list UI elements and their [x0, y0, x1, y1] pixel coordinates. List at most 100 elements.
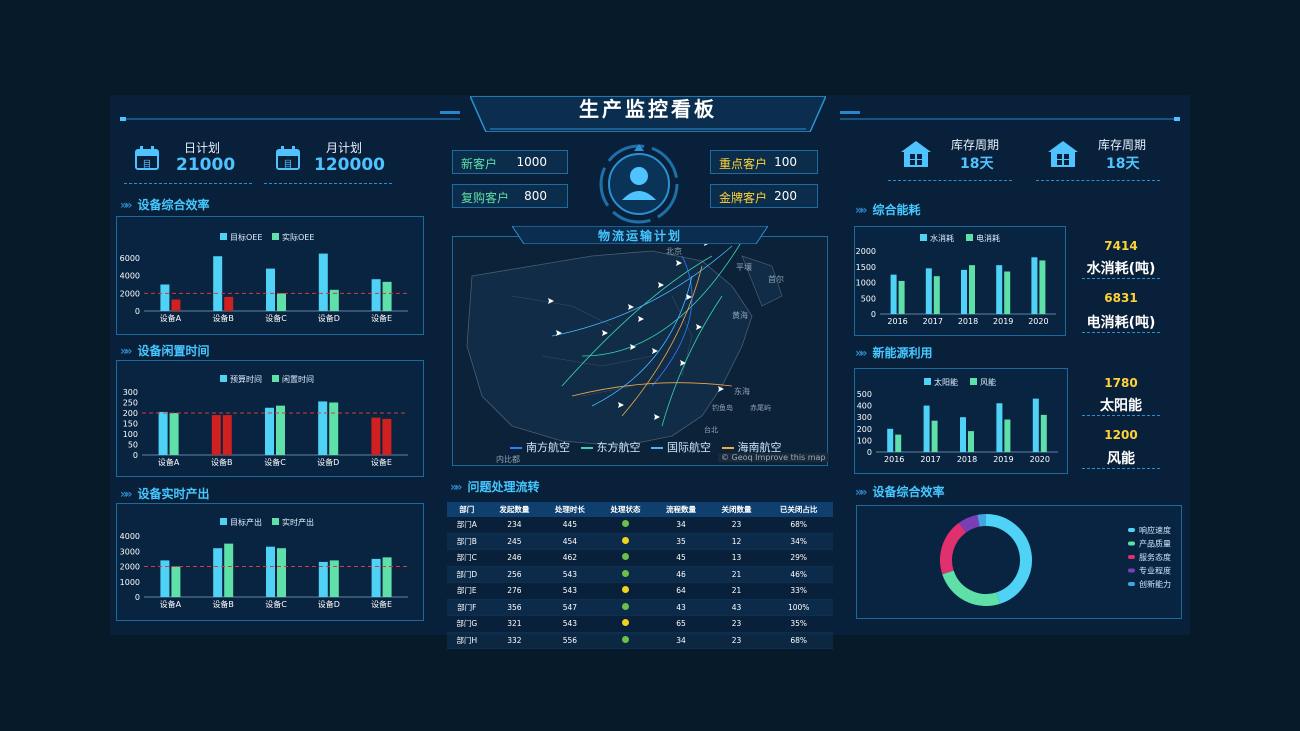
- table-cell: 234: [486, 517, 543, 534]
- table-row: 部门E 276 543 64 21 33%: [447, 582, 833, 600]
- divider: [1082, 468, 1160, 469]
- table-header-cell: 已关闭占比: [764, 502, 833, 517]
- table-cell: 100%: [764, 599, 833, 616]
- divider: [124, 183, 252, 184]
- legend-label: 电消耗: [976, 233, 1000, 243]
- calendar-icon: 目: [276, 146, 300, 170]
- x-tick-label: 2017: [923, 317, 943, 326]
- bar: [318, 253, 328, 311]
- bar: [1040, 414, 1047, 452]
- table-cell: [597, 566, 654, 583]
- bar: [329, 402, 339, 455]
- water-value: 7414: [1104, 239, 1138, 253]
- legend-swatch: [1128, 582, 1135, 586]
- wind-value: 1200: [1104, 428, 1138, 442]
- table-cell: 462: [542, 549, 598, 567]
- y-tick-label: 2000: [120, 563, 140, 572]
- table-cell: 445: [542, 517, 598, 534]
- table-cell: 部门E: [447, 582, 487, 600]
- bar: [382, 418, 392, 455]
- x-tick-label: 2019: [993, 317, 1013, 326]
- customer-value: 100: [774, 155, 797, 169]
- x-tick-label: 设备D: [318, 599, 340, 609]
- bar: [224, 543, 234, 597]
- y-tick-label: 100: [857, 436, 872, 445]
- y-tick-label: 400: [857, 402, 872, 411]
- y-tick-label: 1500: [856, 263, 876, 272]
- table-cell: 34: [653, 632, 709, 649]
- divider: [1082, 415, 1160, 416]
- table-cell: 13: [708, 549, 765, 567]
- wind-label: 风能: [1107, 451, 1135, 467]
- bar: [996, 403, 1003, 452]
- svg-text:目: 目: [283, 159, 292, 170]
- table-cell: 64: [653, 582, 709, 600]
- legend-label: 水消耗: [930, 233, 954, 243]
- bar: [382, 557, 392, 597]
- issue-table: 部门 发起数量 处理时长 处理状态 流程数量 关闭数量 已关闭占比 部门A 234 445 34 2…: [447, 502, 833, 649]
- legend-swatch: [1128, 528, 1135, 532]
- legend-item: 南方航空: [526, 441, 570, 454]
- map-title: 物流运输计划: [597, 229, 682, 243]
- table-cell: 43: [708, 599, 765, 616]
- x-tick-label: 2018: [958, 317, 978, 326]
- legend-item: 国际航空: [667, 441, 711, 454]
- table-cell: 34: [653, 517, 709, 534]
- table-cell: [597, 517, 654, 534]
- customer-value: 800: [524, 189, 547, 203]
- x-tick-label: 设备B: [212, 599, 234, 609]
- y-tick-label: 0: [135, 593, 140, 602]
- customer-label: 金牌客户: [719, 191, 768, 205]
- day-plan-value: 21000: [176, 155, 236, 175]
- bar: [158, 411, 168, 455]
- legend-swatch: [272, 518, 279, 525]
- section-title-idle: »» 设备闲置时间: [120, 344, 210, 358]
- table-cell: 43: [653, 599, 709, 616]
- x-tick-label: 设备C: [265, 599, 287, 609]
- legend-label: 实时产出: [282, 517, 314, 527]
- status-dot: [621, 635, 629, 643]
- avatar: [599, 144, 679, 224]
- table-header-cell: 流程数量: [653, 502, 709, 517]
- bar: [1039, 260, 1046, 314]
- water-label: 水消耗(吨): [1086, 261, 1156, 277]
- table-cell: [597, 615, 654, 633]
- table-cell: 276: [486, 582, 543, 600]
- section-title-renewable: »» 新能源利用: [855, 346, 933, 360]
- legend-label: 响应速度: [1139, 525, 1171, 535]
- table-cell: [597, 599, 654, 616]
- map-attribution[interactable]: © Geoq Improve this map: [718, 453, 829, 462]
- y-tick-label: 300: [857, 413, 872, 422]
- x-tick-label: 设备D: [318, 313, 340, 323]
- bar: [213, 256, 223, 311]
- logistics-map: 北京 平壤 首尔 黄海 东海 钓鱼岛 赤尾屿 台北 内比都: [466, 240, 784, 464]
- bar: [887, 428, 894, 452]
- table-cell: 部门G: [447, 615, 487, 633]
- x-tick-label: 设备E: [371, 313, 392, 323]
- table-cell: 33%: [764, 582, 833, 600]
- table-cell: 21: [708, 582, 765, 600]
- status-dot: [621, 536, 629, 544]
- table-cell: 12: [708, 533, 765, 550]
- table-cell: [597, 632, 654, 649]
- legend-label: 闲置时间: [282, 374, 314, 384]
- table-cell: 35%: [764, 615, 833, 633]
- divider: [1036, 180, 1160, 181]
- bar: [224, 296, 234, 311]
- table-cell: 23: [708, 632, 765, 649]
- x-tick-label: 2019: [993, 455, 1013, 464]
- divider: [1082, 278, 1160, 279]
- table-cell: 543: [542, 582, 598, 600]
- x-tick-label: 2016: [884, 455, 904, 464]
- x-tick-label: 设备E: [371, 599, 392, 609]
- table-row: 部门G 321 543 65 23 35%: [447, 615, 833, 633]
- map-place-label: 内比都: [496, 454, 520, 464]
- table-cell: [597, 533, 654, 550]
- bar: [318, 561, 328, 597]
- table-row: 部门C 246 462 45 13 29%: [447, 549, 833, 567]
- table-cell: 部门H: [447, 632, 487, 649]
- legend-label: 产品质量: [1139, 539, 1171, 549]
- bar: [277, 548, 286, 597]
- table-cell: 部门D: [447, 566, 487, 583]
